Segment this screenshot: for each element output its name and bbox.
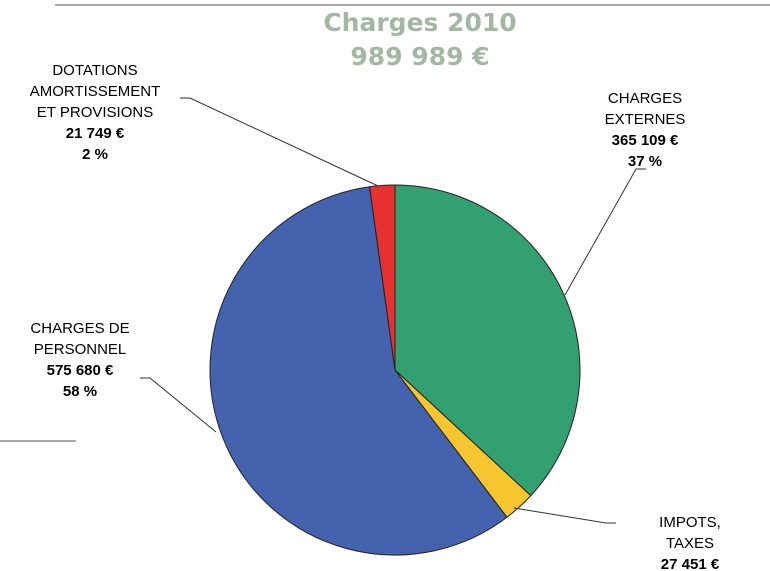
- percent-label: 37 %: [627, 153, 663, 170]
- category-label: DOTATIONS AMORTISSEMENT ET PROVISIONS: [29, 62, 161, 121]
- category-label: CHARGES EXTERNES: [604, 90, 686, 128]
- percent-label: 2 %: [82, 146, 108, 163]
- leader-line: [513, 507, 616, 524]
- chart-subtitle: 989 989 €: [350, 42, 490, 71]
- category-label: CHARGES DE PERSONNEL: [30, 320, 130, 358]
- value-label: 575 680 €: [46, 362, 114, 379]
- pie-slice: [394, 184, 581, 497]
- pie-slice: [368, 184, 396, 371]
- leader-line: [140, 377, 217, 433]
- value-label: 365 109 €: [611, 132, 679, 149]
- slice-label: CHARGES EXTERNES 365 109 € 37 %: [605, 88, 686, 172]
- category-label: IMPOTS, TAXES: [659, 514, 721, 552]
- value-label: 27 451 €: [660, 556, 720, 571]
- percent-label: 58 %: [62, 383, 98, 400]
- pie-slice: [209, 186, 508, 556]
- leader-line: [564, 168, 646, 296]
- leader-line: [180, 97, 379, 187]
- slice-label: CHARGES DE PERSONNEL 575 680 € 58 %: [30, 318, 129, 402]
- chart-title: Charges 2010: [323, 8, 517, 37]
- value-label: 21 749 €: [65, 125, 125, 142]
- slice-label: DOTATIONS AMORTISSEMENT ET PROVISIONS 21 …: [30, 60, 161, 165]
